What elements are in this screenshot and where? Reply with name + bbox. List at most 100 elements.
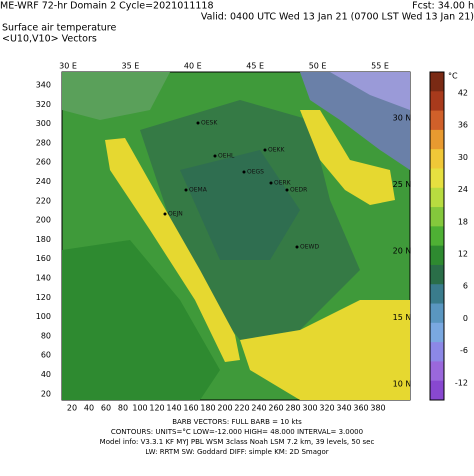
colorbar-block (430, 303, 444, 324)
colorbar-block (430, 187, 444, 208)
header-forecast: Fcst: 34.00 h (412, 1, 474, 12)
station-dot (269, 181, 273, 185)
colorbar-unit: °C (448, 72, 458, 81)
colorbar-block (430, 226, 444, 247)
footer-contours: CONTOURS: UNITS=°C LOW=-12.000 HIGH= 48.… (111, 428, 363, 436)
x-grid-label: 40 (84, 404, 94, 413)
colorbar-block (430, 149, 444, 169)
x-grid-label: 140 (166, 404, 181, 413)
station-dot (242, 170, 246, 174)
colorbar-label: 24 (458, 185, 468, 194)
levant (62, 72, 170, 120)
colorbar-label: 18 (458, 217, 468, 226)
colorbar-block (430, 342, 444, 362)
y-grid-label: 160 (36, 254, 51, 263)
red-sea (105, 138, 240, 362)
station-label: OEDR (290, 187, 307, 194)
y-grid-label: 320 (36, 100, 51, 109)
colorbar-block (430, 284, 444, 305)
colorbar-block (430, 245, 444, 266)
colorbar-block (430, 168, 444, 189)
colorbar-label: 6 (463, 282, 468, 291)
zagros (330, 72, 410, 110)
station-dot (295, 245, 299, 249)
longitude-label: 55 E (371, 62, 389, 71)
x-grid-label: 120 (149, 404, 164, 413)
x-grid-label: 300 (302, 404, 317, 413)
station-dot (285, 188, 289, 192)
colorbar-block (430, 110, 444, 131)
colorbar-block (430, 380, 444, 401)
africa (62, 240, 220, 400)
x-grid-label: 180 (200, 404, 215, 413)
colorbar-label: 12 (458, 250, 468, 259)
colorbar-label: -6 (460, 346, 468, 355)
y-grid-label: 20 (41, 389, 51, 398)
latitude-label: 15 N (393, 313, 412, 322)
colorbar-label: 0 (463, 314, 468, 323)
map (61, 71, 411, 401)
header-title: ME-WRF 72-hr Domain 2 Cycle=2021011118 (0, 1, 214, 12)
colorbar-block (430, 72, 444, 92)
station-dot (213, 154, 217, 158)
x-grid-label: 80 (118, 404, 128, 413)
y-grid-label: 180 (36, 235, 51, 244)
x-grid-label: 220 (234, 404, 249, 413)
y-grid-label: 200 (36, 216, 51, 225)
colorbar-block (430, 91, 444, 112)
station-label: OEJN (168, 211, 183, 218)
y-grid-label: 280 (36, 138, 51, 147)
y-grid-label: 80 (41, 331, 51, 340)
footer-model: Model info: V3.3.1 KF MYJ PBL WSM 3class… (100, 438, 375, 446)
station-dot (184, 188, 188, 192)
station-dot (163, 212, 167, 216)
header-vectors: <U10,V10> Vectors (2, 34, 97, 45)
footer-physics: LW: RRTM SW: Goddard DIFF: simple KM: 2D… (145, 448, 328, 456)
y-grid-label: 40 (41, 370, 51, 379)
station-label: OEWD (300, 244, 319, 251)
colorbar-block (430, 207, 444, 227)
longitude-label: 30 E (59, 62, 77, 71)
station-label: OEMA (189, 187, 208, 194)
colorbar-label: 42 (458, 89, 468, 98)
x-grid-label: 360 (353, 404, 368, 413)
colorbar-label: -12 (455, 378, 468, 387)
y-grid-label: 60 (41, 351, 51, 360)
colorbar-label: 30 (458, 153, 468, 162)
station-dot (263, 148, 267, 152)
station-label: OEKK (268, 147, 285, 154)
header-field: Surface air temperature (2, 23, 116, 34)
y-grid-label: 140 (36, 274, 51, 283)
colorbar-block (430, 264, 444, 285)
station-label: OESK (201, 120, 218, 127)
x-grid-label: 340 (336, 404, 351, 413)
x-grid-label: 100 (132, 404, 147, 413)
station-label: OEHL (218, 153, 235, 160)
station-label: OERK (274, 180, 292, 187)
y-grid-label: 100 (36, 312, 51, 321)
persian-gulf (300, 110, 395, 205)
longitude-label: 45 E (246, 62, 264, 71)
colorbar: °C42 36 30 24 18 12 6 0 -6 -12 (429, 71, 468, 401)
plateau (180, 150, 300, 260)
longitude-label: 35 E (122, 62, 140, 71)
colorbar-block (430, 322, 444, 343)
colorbar-frame (429, 71, 445, 401)
y-grid-label: 260 (36, 158, 51, 167)
longitude-label: 50 E (309, 62, 327, 71)
y-grid-label: 240 (36, 177, 51, 186)
x-grid-label: 60 (101, 404, 111, 413)
header-valid: Valid: 0400 UTC Wed 13 Jan 21 (0700 LST … (201, 12, 474, 23)
y-grid-label: 300 (36, 119, 51, 128)
colorbar-block (430, 361, 444, 382)
x-grid-label: 380 (370, 404, 385, 413)
latitude-label: 20 N (393, 247, 412, 256)
x-grid-label: 20 (67, 404, 77, 413)
latitude-label: 10 N (393, 380, 412, 389)
x-grid-label: 160 (183, 404, 198, 413)
latitude-label: 25 N (393, 180, 412, 189)
station-label: OEGS (247, 169, 264, 176)
arabian-sea (240, 300, 410, 400)
x-grid-label: 260 (268, 404, 283, 413)
